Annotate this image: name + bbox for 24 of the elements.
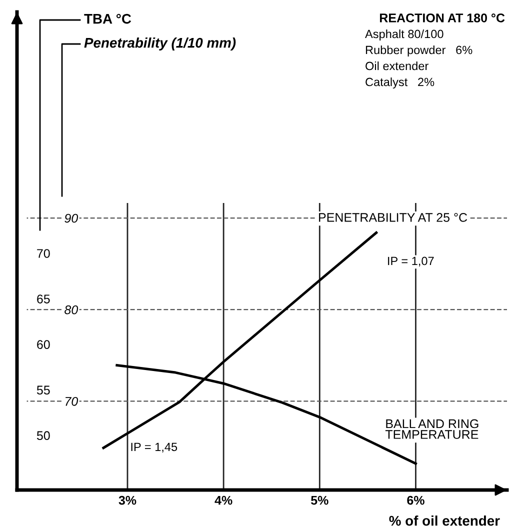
series-label: BALL AND RING TEMPERATURE	[385, 419, 478, 439]
y2-tick-label: 60	[37, 340, 50, 349]
y-tick-label: 80	[64, 305, 78, 314]
chart-title: REACTION AT 180 °C	[380, 14, 505, 22]
annotation: IP = 1,07	[388, 256, 434, 267]
annotation: TBA °C	[84, 14, 132, 24]
annotation: Penetrability (1/10 mm)	[84, 38, 236, 50]
y2-tick-label: 50	[36, 431, 50, 440]
annotation: Rubber powder 6%	[366, 46, 472, 57]
annotation: Oil extender	[366, 62, 428, 70]
annotation: IP = 1,45	[131, 442, 178, 452]
annotation: Asphalt 80/100	[365, 30, 444, 40]
y2-tick-label: 65	[37, 294, 50, 304]
x-tick-label: 5%	[311, 496, 328, 505]
y2-tick-label: 70	[37, 249, 50, 258]
series-label: PENETRABILITY AT 25 °C	[319, 213, 468, 222]
x-axis-title: % of oil extender	[389, 516, 500, 526]
y-tick-label: 70	[66, 396, 78, 406]
y-tick-label: 90	[64, 214, 78, 223]
x-tick-label: 6%	[407, 496, 424, 505]
x-tick-label: 4%	[214, 496, 232, 505]
annotation: Catalyst 2%	[366, 78, 434, 88]
y2-tick-label: 55	[36, 386, 50, 394]
x-tick-label: 3%	[118, 496, 136, 505]
